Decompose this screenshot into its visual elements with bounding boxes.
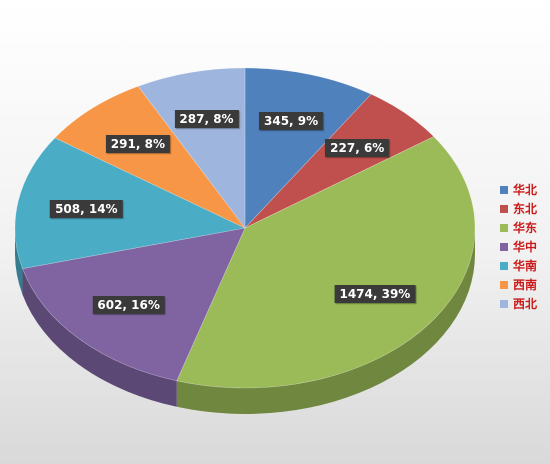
legend-label: 东北 bbox=[513, 202, 538, 216]
pie-side-3 bbox=[176, 228, 475, 414]
pie-slice-5 bbox=[14, 137, 246, 269]
legend-item-6: 西南 bbox=[500, 275, 546, 294]
data-label-3: 1474, 39% bbox=[334, 285, 416, 304]
legend-item-3: 华东 bbox=[500, 218, 546, 237]
pie-slice-6 bbox=[54, 85, 246, 229]
legend-swatch bbox=[500, 185, 508, 194]
legend-item-5: 华南 bbox=[500, 256, 546, 275]
legend-label: 西北 bbox=[513, 297, 538, 311]
legend-item-7: 西北 bbox=[500, 294, 546, 313]
legend-label: 华中 bbox=[513, 240, 538, 254]
pie-slice-7 bbox=[137, 67, 246, 229]
legend-swatch bbox=[500, 242, 508, 251]
legend-swatch bbox=[500, 204, 508, 213]
legend-swatch bbox=[500, 280, 508, 289]
pie-slice-2 bbox=[244, 93, 435, 229]
pie-depth bbox=[15, 228, 475, 414]
legend-item-1: 华北 bbox=[500, 180, 546, 199]
legend-swatch bbox=[500, 223, 508, 232]
pie-slice-1 bbox=[244, 67, 372, 229]
pie-side-5 bbox=[15, 228, 23, 295]
data-label-6: 291, 8% bbox=[105, 135, 170, 154]
legend-label: 华南 bbox=[513, 259, 538, 273]
pie-top bbox=[14, 67, 476, 389]
data-label-4: 602, 16% bbox=[92, 296, 165, 315]
legend-item-4: 华中 bbox=[500, 237, 546, 256]
legend-label: 华北 bbox=[513, 183, 538, 197]
legend: 华北东北华东华中华南西南西北 bbox=[500, 180, 546, 313]
pie-side-4 bbox=[22, 268, 177, 407]
data-label-2: 227, 6% bbox=[325, 138, 390, 157]
data-label-5: 508, 14% bbox=[50, 199, 123, 218]
legend-item-2: 东北 bbox=[500, 199, 546, 218]
pie-slice-3 bbox=[176, 136, 476, 389]
data-label-1: 345, 9% bbox=[258, 111, 324, 130]
legend-label: 西南 bbox=[513, 278, 538, 292]
legend-swatch bbox=[500, 299, 508, 308]
data-label-7: 287, 8% bbox=[174, 110, 239, 129]
legend-label: 华东 bbox=[513, 221, 538, 235]
legend-swatch bbox=[500, 261, 508, 270]
